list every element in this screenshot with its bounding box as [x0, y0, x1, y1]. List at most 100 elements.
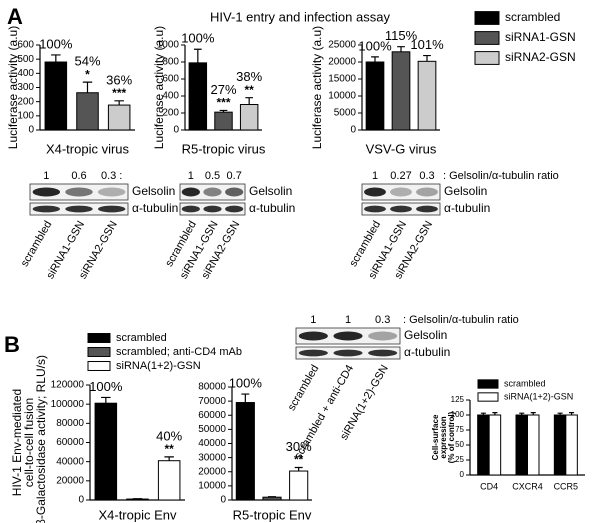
y-tick-label: 30000	[198, 452, 226, 463]
blot-band	[364, 187, 386, 197]
legend-swatch	[87, 361, 111, 371]
bar	[365, 61, 385, 131]
error-bar	[530, 412, 536, 415]
y-tick-label: 200	[162, 108, 179, 119]
y-tick-label: 5000	[334, 108, 357, 119]
error-bar	[569, 412, 575, 415]
blot-band	[333, 331, 363, 341]
band-label: α-tubulin	[404, 345, 450, 359]
y-tick-label: 0	[350, 125, 356, 136]
ratio-label: 0.6	[71, 170, 86, 182]
y-tick-label: 10000	[198, 481, 226, 492]
x-axis-label: X4-tropic Env	[98, 507, 177, 522]
y-axis-label: Luciferase activity (a.u)	[152, 26, 166, 149]
y-tick-label: 40000	[56, 456, 84, 467]
legend-swatch	[474, 11, 500, 25]
percent-label: 27%	[210, 82, 236, 97]
bar	[239, 104, 259, 131]
ratio-label: 1	[43, 170, 49, 182]
y-tick-label: 500	[17, 54, 34, 65]
blot-band	[333, 349, 363, 357]
y-tick-label: 50000	[198, 424, 226, 435]
error-bar	[480, 412, 486, 415]
significance: ***	[216, 96, 230, 110]
y-tick-label: 0	[28, 125, 34, 136]
y-tick-label: 0	[173, 125, 179, 136]
error-bar	[245, 97, 254, 105]
x-tick-label: CCR5	[554, 481, 579, 491]
legend-label: siRNA(1+2)-GSN	[116, 360, 201, 372]
band-label: Gelsolin	[132, 184, 175, 198]
blot-band	[368, 331, 398, 341]
bar	[289, 470, 309, 501]
blot-band	[181, 187, 200, 197]
y-tick-label: 0	[78, 495, 84, 506]
error-bar	[51, 54, 61, 62]
y-tick-label: 20000	[198, 466, 226, 477]
percent-label: 40%	[156, 428, 182, 443]
percent-label: 100%	[229, 376, 263, 391]
percent-label: 100%	[181, 31, 215, 46]
legend-label: siRNA(1+2)-GSN	[504, 391, 573, 401]
x-axis-label: R5-tropic virus	[182, 141, 266, 156]
y-tick-label: 125	[451, 395, 465, 404]
band-label: Gelsolin	[404, 328, 447, 342]
y-tick-label: 600	[162, 74, 179, 85]
bar	[477, 414, 490, 476]
ratio-label: 1	[372, 170, 378, 182]
ratio-label: 1	[310, 314, 316, 326]
y-tick-label: 100	[17, 110, 34, 121]
bar	[107, 104, 131, 131]
percent-label: 54%	[74, 54, 100, 69]
lane-label: scrambled	[19, 219, 55, 269]
y-tick-label: 300	[17, 82, 34, 93]
blot-band	[364, 205, 386, 213]
y-tick-label: 200	[17, 96, 34, 107]
x-tick-label: CD4	[480, 481, 498, 491]
x-tick-label: CXCR4	[512, 481, 543, 491]
blot-band	[32, 187, 61, 197]
error-bar	[397, 46, 405, 52]
error-bar	[164, 456, 174, 461]
y-tick-label: 20000	[56, 475, 84, 486]
y-axis-label: cell-to-cell fusion	[22, 398, 36, 487]
y-tick-label: 400	[162, 91, 179, 102]
percent-label: 38%	[236, 69, 262, 84]
y-tick-label: 100000	[51, 399, 85, 410]
error-bar	[492, 412, 498, 415]
blot-strip	[361, 183, 441, 201]
bar	[44, 61, 68, 131]
error-bar	[294, 466, 303, 472]
blot-band	[390, 187, 412, 197]
ratio-caption: : Gelsolin/α-tubulin ratio	[403, 314, 519, 326]
bar	[157, 460, 181, 501]
legend-swatch	[87, 347, 111, 357]
bar	[76, 92, 99, 131]
y-axis-label: Luciferase activity (a.u)	[310, 26, 324, 149]
blot-band	[32, 205, 61, 213]
legend-label: siRNA2-GSN	[505, 50, 576, 64]
y-tick-label: 0	[220, 495, 226, 506]
y-tick-label: 100	[451, 410, 465, 419]
significance: ***	[112, 86, 126, 100]
blot-band	[416, 205, 438, 213]
blot-band	[65, 187, 93, 197]
error-bar	[114, 100, 124, 106]
bar	[188, 62, 208, 131]
blot-band	[65, 205, 93, 213]
legend-swatch	[87, 333, 111, 343]
y-tick-label: 40000	[198, 438, 226, 449]
y-tick-label: 15000	[328, 74, 356, 85]
y-tick-label: 80000	[56, 418, 84, 429]
y-axis-label: expression	[439, 416, 448, 458]
y-axis-label: HIV-1 Env-mediated	[10, 389, 24, 496]
lane-label: scrambled	[286, 363, 322, 413]
error-bar	[82, 81, 93, 93]
bar	[515, 414, 528, 476]
ratio-label: 0.3	[419, 170, 434, 182]
panel-label: B	[4, 332, 20, 357]
percent-label: 101%	[410, 37, 444, 52]
error-bar	[371, 56, 379, 62]
y-tick-label: 1000	[157, 40, 180, 51]
legend-label: scrambled; anti-CD4 mAb	[116, 346, 242, 358]
